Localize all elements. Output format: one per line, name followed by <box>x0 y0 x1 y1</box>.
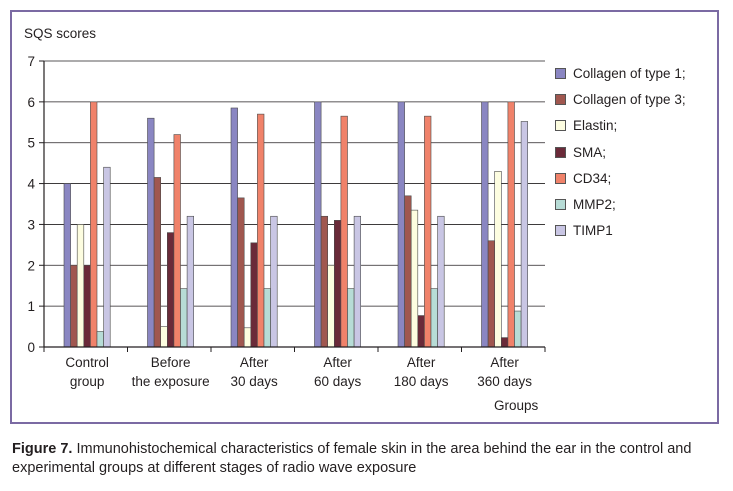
legend-label: Collagen of type 1; <box>573 66 686 81</box>
bar <box>167 232 175 348</box>
legend-label: CD34; <box>573 170 612 186</box>
bar <box>417 315 425 348</box>
bar <box>424 115 432 348</box>
x-tick-label: 360 days <box>477 374 532 389</box>
axes <box>39 60 546 352</box>
x-tick-label: 60 days <box>314 374 362 389</box>
x-tick-label: After <box>490 355 519 370</box>
caption-text: Immunohistochemical characteristics of f… <box>12 441 692 476</box>
bar <box>103 166 111 348</box>
bar <box>333 220 342 348</box>
legend-swatch <box>555 146 566 158</box>
chart-frame <box>10 10 719 424</box>
gridlines <box>44 60 545 307</box>
x-tick-label: After <box>240 355 269 370</box>
y-tick-label: 7 <box>27 54 35 69</box>
legend-swatch <box>555 120 566 132</box>
bar <box>153 177 162 348</box>
bar <box>494 171 502 348</box>
bar <box>76 224 85 348</box>
bar <box>186 215 195 348</box>
bar <box>500 337 509 348</box>
bar <box>487 240 496 348</box>
y-axis-label: SQS scores <box>24 26 97 41</box>
legend-swatch <box>555 172 566 184</box>
y-tick-label: 3 <box>27 217 35 232</box>
bar <box>147 117 155 348</box>
bar <box>520 121 528 348</box>
bar <box>270 215 278 348</box>
y-tick-label: 5 <box>27 136 35 151</box>
bar <box>327 264 335 348</box>
legend-label: Elastin; <box>573 118 618 134</box>
bar <box>507 101 515 348</box>
bar <box>90 101 98 348</box>
x-tick-label: After <box>323 355 352 370</box>
x-tick-label: Before <box>151 355 191 370</box>
bar <box>160 326 168 348</box>
y-tick-label: 6 <box>27 95 35 110</box>
legend-label: SMA; <box>573 144 607 160</box>
bar <box>481 101 489 348</box>
bar <box>410 209 419 348</box>
bar <box>83 264 91 348</box>
bar <box>514 310 522 348</box>
bar <box>243 327 252 348</box>
bar <box>180 288 188 348</box>
x-tick-label: Control <box>65 355 109 370</box>
y-tick-label: 2 <box>27 258 35 273</box>
legend-swatch <box>555 225 566 237</box>
bar <box>347 288 355 348</box>
bar <box>237 197 245 348</box>
caption-label: Figure 7. <box>12 441 73 457</box>
bar <box>63 183 71 348</box>
bar <box>320 215 329 348</box>
bar <box>437 215 445 348</box>
bar <box>263 288 271 348</box>
bar <box>397 101 405 348</box>
legend-swatch <box>555 68 566 79</box>
bar <box>70 264 78 348</box>
x-axis-label: Groups <box>494 398 539 413</box>
legend-label: Collagen of type 3; <box>573 92 686 108</box>
x-tick-label: group <box>70 374 105 389</box>
bar <box>404 195 412 348</box>
bar <box>96 331 104 348</box>
y-tick-label: 4 <box>27 177 35 192</box>
bar <box>314 101 322 348</box>
y-tick-label: 0 <box>27 340 35 355</box>
x-tick-label: 30 days <box>230 374 278 389</box>
y-tick-label: 1 <box>27 299 35 314</box>
legend-label: MMP2; <box>573 197 616 212</box>
x-tick-label: the exposure <box>132 374 210 389</box>
bar <box>353 215 362 348</box>
x-tick-label: After <box>407 355 436 370</box>
legend-swatch <box>555 199 566 210</box>
bar <box>257 113 265 348</box>
legend-label: TIMP1 <box>573 223 613 239</box>
bar <box>250 242 258 348</box>
tick-labels: 0 1 2 3 4 5 6 7 Control group Before the exposure Af… <box>27 54 532 389</box>
bar <box>340 115 348 348</box>
figure-caption: Figure 7. Immunohistochemical characteri… <box>12 440 724 478</box>
x-tick-label: 180 days <box>394 374 449 389</box>
legend-swatch <box>555 94 566 106</box>
bar <box>173 134 181 348</box>
bar <box>230 107 238 348</box>
bar <box>430 288 438 348</box>
